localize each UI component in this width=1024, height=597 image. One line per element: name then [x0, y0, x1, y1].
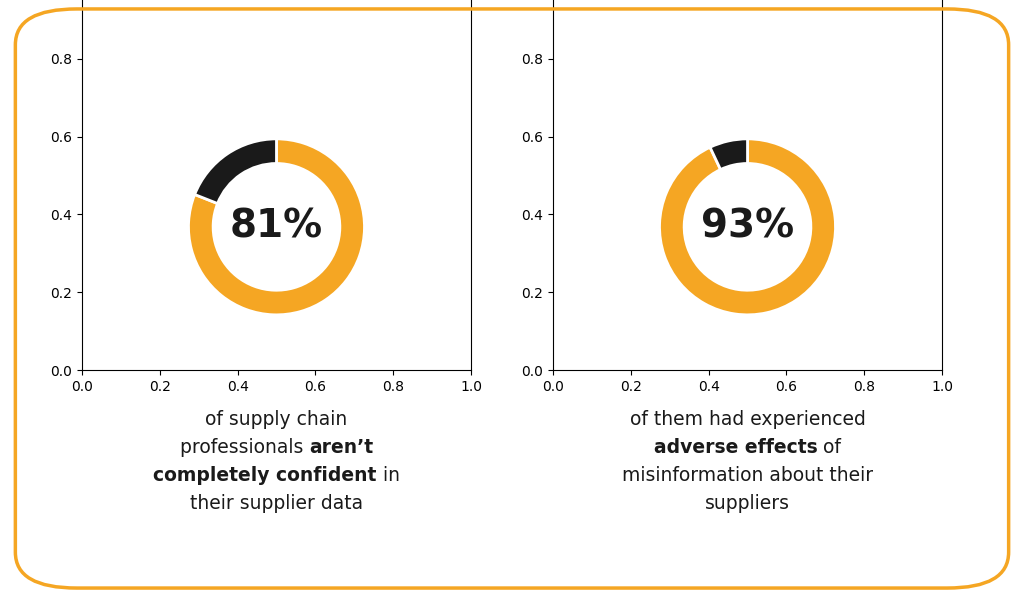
Text: adverse effects: adverse effects — [653, 438, 817, 457]
Wedge shape — [195, 139, 276, 204]
Text: 81%: 81% — [230, 208, 323, 246]
Text: of them had experienced: of them had experienced — [630, 410, 865, 429]
Text: of: of — [817, 438, 842, 457]
Text: professionals: professionals — [180, 438, 309, 457]
Text: their supplier data: their supplier data — [189, 494, 364, 513]
Text: 93%: 93% — [701, 208, 794, 246]
Text: in: in — [377, 466, 399, 485]
Text: suppliers: suppliers — [705, 494, 791, 513]
Text: misinformation about their: misinformation about their — [622, 466, 873, 485]
Text: aren’t: aren’t — [309, 438, 373, 457]
Wedge shape — [188, 139, 365, 315]
Wedge shape — [659, 139, 836, 315]
Wedge shape — [710, 139, 748, 170]
Text: of supply chain: of supply chain — [206, 410, 347, 429]
Text: completely confident: completely confident — [154, 466, 377, 485]
